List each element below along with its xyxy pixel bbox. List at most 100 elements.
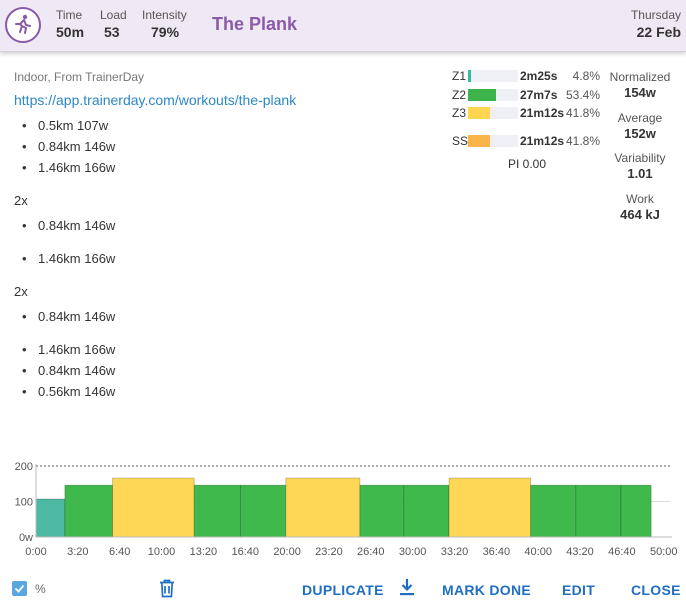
chart-segment — [359, 484, 405, 538]
workout-power-chart: 0w 100 200 0:00 3:20 6:40 10:00 13:20 16:40 20:00… — [15, 461, 678, 558]
bullet-icon: • — [22, 384, 27, 399]
metric-value: 464 kJ — [620, 207, 660, 222]
chart-segment — [193, 484, 242, 538]
zone-row-z1: Z1 2m25s 4.8% — [452, 69, 600, 83]
zone-percent: 41.8% — [565, 134, 600, 148]
y-tick-label: 0w — [19, 532, 33, 544]
x-tick-label: 6:40 — [109, 546, 130, 558]
workout-title: The Plank — [212, 14, 298, 34]
trash-icon[interactable] — [159, 579, 175, 603]
list-item-text: 0.84km 146w — [38, 309, 116, 324]
workout-link[interactable]: https://app.trainerday.com/workouts/the-… — [14, 92, 297, 108]
stat-time: Time 50m — [56, 8, 84, 40]
metric-normalized: Normalized 154w — [600, 70, 680, 100]
x-tick-label: 23:20 — [315, 546, 343, 558]
percent-label: % — [35, 582, 46, 596]
x-tick-label: 26:40 — [357, 546, 385, 558]
duplicate-button[interactable]: DUPLICATE — [302, 582, 384, 598]
list-item-text: 0.5km 107w — [38, 118, 109, 133]
close-button[interactable]: CLOSE — [631, 582, 681, 598]
list-item-text: 1.46km 166w — [38, 342, 116, 357]
bullet-icon: • — [22, 309, 27, 324]
zone-percent: 41.8% — [565, 106, 600, 120]
chart-segment — [240, 484, 287, 538]
x-tick-label: 43:20 — [566, 546, 594, 558]
x-tick-label: 20:00 — [273, 546, 301, 558]
x-tick-label: 50:00 — [650, 546, 678, 558]
chart-segment — [448, 477, 532, 538]
list-item-text: 1.46km 166w — [38, 251, 116, 266]
chart-segment — [403, 484, 450, 538]
download-icon[interactable] — [399, 578, 415, 601]
x-tick-label: 40:00 — [524, 546, 552, 558]
zone-bar — [468, 135, 518, 147]
zone-bar — [468, 89, 518, 101]
stat-intensity-label: Intensity — [142, 8, 187, 22]
chart-segment — [620, 484, 652, 538]
stat-load-value: 53 — [104, 24, 120, 40]
zone-bar-fill — [468, 107, 490, 119]
zone-time: 21m12s — [520, 106, 565, 120]
chart-segment — [530, 484, 577, 538]
zone-time: 2m25s — [520, 69, 558, 83]
repeat-label: 2x — [14, 284, 28, 299]
percent-checkbox[interactable] — [12, 581, 27, 596]
workout-date: Thursday 22 Feb — [631, 8, 681, 40]
metric-work: Work 464 kJ — [600, 192, 680, 222]
pi-value: PI 0.00 — [508, 157, 547, 171]
stat-load: Load 53 — [100, 8, 127, 40]
metric-value: 1.01 — [627, 166, 653, 181]
list-item-text: 0.84km 146w — [38, 139, 116, 154]
chart-segment — [35, 498, 66, 538]
zone-name: SS — [452, 134, 469, 148]
x-tick-label: 36:40 — [483, 546, 511, 558]
workout-source: Indoor, From TrainerDay — [14, 70, 145, 84]
metric-value: 154w — [624, 85, 656, 100]
list-item-text: 1.46km 166w — [38, 160, 116, 175]
metric-label: Work — [626, 192, 654, 206]
workout-date-value: 22 Feb — [636, 24, 681, 40]
bullet-icon: • — [22, 363, 27, 378]
action-bar: % DUPLICATE MARK DONE EDIT CLOSE — [0, 572, 686, 604]
edit-button[interactable]: EDIT — [562, 582, 596, 598]
stat-time-label: Time — [56, 8, 83, 22]
metric-label: Variability — [614, 151, 666, 165]
x-tick-label: 0:00 — [25, 546, 46, 558]
bullet-icon: • — [22, 218, 27, 233]
x-tick-label: 46:40 — [608, 546, 636, 558]
zone-bar — [468, 70, 518, 82]
x-tick-label: 3:20 — [67, 546, 88, 558]
bullet-icon: • — [22, 118, 27, 133]
zone-percent: 53.4% — [565, 88, 600, 102]
repeat-label: 2x — [14, 193, 28, 208]
zone-name: Z2 — [452, 88, 467, 102]
bullet-icon: • — [22, 342, 27, 357]
stat-load-label: Load — [100, 8, 127, 22]
bullet-icon: • — [22, 251, 27, 266]
zone-time: 27m7s — [520, 88, 558, 102]
metric-variability: Variability 1.01 — [600, 151, 680, 181]
chart-segment — [64, 484, 113, 538]
list-item-text: 0.84km 146w — [38, 363, 116, 378]
workout-day: Thursday — [630, 8, 681, 22]
metric-label: Normalized — [609, 70, 671, 84]
x-tick-label: 33:20 — [441, 546, 469, 558]
zone-time: 21m12s — [520, 134, 565, 148]
mark-done-button[interactable]: MARK DONE — [442, 582, 532, 598]
chart-segment — [575, 484, 622, 538]
stat-intensity: Intensity 79% — [142, 8, 187, 40]
x-tick-label: 16:40 — [231, 546, 259, 558]
bullet-icon: • — [22, 160, 27, 175]
zone-bar-fill — [468, 89, 496, 101]
chart-segment — [285, 477, 361, 538]
zone-row-ss: SS 21m12s 41.8% — [452, 134, 600, 148]
runner-icon[interactable] — [5, 7, 41, 43]
chart-segment — [112, 477, 195, 538]
y-tick-label: 200 — [15, 461, 33, 473]
x-tick-label: 30:00 — [399, 546, 427, 558]
bullet-icon: • — [22, 139, 27, 154]
zone-name: Z1 — [452, 69, 467, 83]
zone-bar-fill — [468, 135, 490, 147]
stat-intensity-value: 79% — [151, 24, 180, 40]
zone-bar-fill — [468, 70, 471, 82]
